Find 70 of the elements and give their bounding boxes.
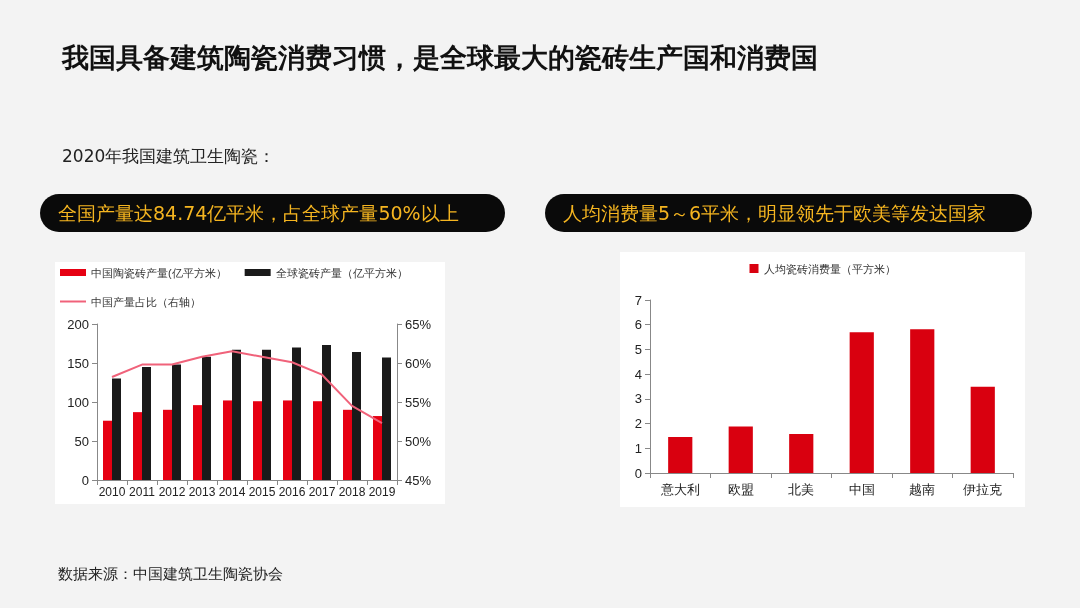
x-tick-label: 意大利 (659, 482, 700, 497)
bar (382, 357, 391, 480)
bar (223, 400, 232, 480)
x-tick-label: 2015 (248, 485, 276, 499)
bar (292, 347, 301, 480)
line-series (111, 350, 383, 425)
bar (728, 426, 753, 473)
bar (142, 366, 151, 480)
chart-subtitle: 2020年我国建筑卫生陶瓷： (62, 145, 276, 168)
x-tick-label: 越南 (909, 482, 936, 497)
x-tick-label: 2012 (158, 485, 186, 499)
y-tick-label: 0 (81, 472, 89, 488)
bar (910, 329, 935, 473)
bar (322, 345, 331, 480)
bar (133, 412, 142, 480)
bar (112, 378, 121, 480)
y2-tick-label: 65% (405, 316, 432, 332)
text: 全国产量达84.74亿平米，占全球产量50%以上 (40, 194, 505, 232)
y-tick-label: 50 (74, 433, 89, 449)
legend-label: 全球瓷砖产量（亿平方米） (275, 266, 408, 279)
text: 人均消费量5～6平米，明显领先于欧美等发达国家 (545, 194, 1032, 232)
x-tick-label: 2019 (368, 485, 396, 499)
y-tick-label: 2 (634, 416, 642, 432)
legend-label: 人均瓷砖消费量（平方米） (763, 262, 896, 275)
x-tick-label: 2011 (129, 485, 156, 499)
source-note: 数据来源：中国建筑卫生陶瓷协会 (58, 565, 283, 584)
bar (970, 386, 995, 473)
y2-tick-label: 50% (405, 433, 432, 449)
bar (232, 349, 241, 480)
chart-title: 我国具备建筑陶瓷消费习惯，是全球最大的瓷砖生产国和消费国 (62, 41, 819, 75)
y-tick-label: 3 (634, 391, 642, 407)
bar (193, 405, 202, 480)
bar (262, 349, 271, 480)
x-tick-label: 2018 (338, 485, 366, 499)
y-tick-label: 0 (634, 465, 642, 481)
y-tick-label: 4 (634, 366, 642, 382)
bar (343, 409, 352, 480)
bar (253, 401, 262, 480)
x-tick-label: 2016 (278, 485, 306, 499)
y-tick-label: 5 (634, 341, 642, 357)
x-tick-label: 2017 (308, 485, 336, 499)
bar (202, 356, 211, 480)
x-tick-label: 欧盟 (727, 482, 754, 497)
x-tick-label: 2010 (98, 485, 126, 499)
bar (283, 400, 292, 480)
bar (163, 409, 172, 480)
bar (172, 364, 181, 480)
bar (849, 332, 874, 473)
y-tick-label: 7 (634, 292, 642, 308)
legend-label: 中国陶瓷砖产量(亿平方米） (91, 266, 227, 279)
legend-label: 中国产量占比（右轴） (91, 295, 201, 308)
bar (103, 420, 112, 480)
y2-tick-label: 55% (405, 394, 432, 410)
x-tick-label: 2013 (188, 485, 216, 499)
bar (352, 352, 361, 480)
bar (313, 401, 322, 480)
y-tick-label: 150 (67, 355, 89, 371)
y2-tick-label: 45% (405, 472, 432, 488)
y-tick-label: 100 (67, 394, 89, 410)
x-tick-label: 2014 (218, 485, 246, 499)
y-tick-label: 6 (634, 317, 642, 333)
bar (668, 436, 693, 473)
x-tick-label: 北美 (788, 482, 815, 497)
x-tick-label: 伊拉克 (963, 482, 1003, 497)
bar (373, 416, 382, 480)
y-tick-label: 1 (634, 440, 642, 456)
y-tick-label: 200 (67, 316, 89, 332)
bar (789, 433, 814, 473)
y2-tick-label: 60% (405, 355, 432, 371)
x-tick-label: 中国 (848, 482, 875, 497)
